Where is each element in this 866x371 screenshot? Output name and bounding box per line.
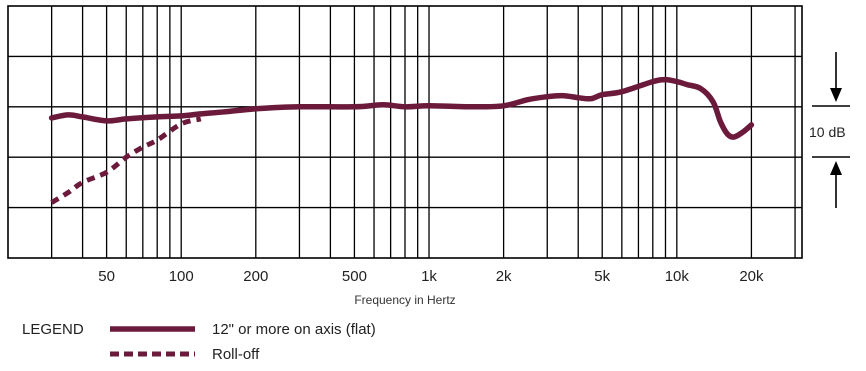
x-tick-label: 1k bbox=[421, 268, 437, 285]
series-line-rolloff bbox=[50, 116, 202, 205]
x-tick-label: 2k bbox=[496, 268, 512, 285]
legend: LEGEND 12" or more on axis (flat) Roll-o… bbox=[22, 321, 376, 363]
scale-label: 10 dB bbox=[809, 124, 846, 140]
x-tick-label: 500 bbox=[342, 268, 367, 285]
x-tick-label: 5k bbox=[594, 268, 610, 285]
x-tick-label: 20k bbox=[739, 268, 764, 285]
x-tick-labels: 50 100 200 500 1k 2k 5k 10k 20k bbox=[98, 268, 764, 285]
db-scale-marker: 10 dB bbox=[809, 52, 850, 208]
series-line-flat bbox=[48, 76, 755, 140]
scale-arrow-up-icon bbox=[830, 161, 842, 175]
chart-curves bbox=[48, 76, 755, 205]
x-tick-label: 200 bbox=[243, 268, 268, 285]
legend-item-rolloff: Roll-off bbox=[212, 346, 260, 363]
chart-grid bbox=[7, 5, 803, 259]
scale-arrow-down-icon bbox=[830, 88, 842, 102]
x-tick-label: 10k bbox=[665, 268, 690, 285]
legend-item-flat: 12" or more on axis (flat) bbox=[212, 321, 376, 338]
x-tick-label: 100 bbox=[169, 268, 194, 285]
x-axis-label: Frequency in Hertz bbox=[354, 293, 455, 307]
legend-title: LEGEND bbox=[22, 321, 84, 338]
x-tick-label: 50 bbox=[98, 268, 115, 285]
